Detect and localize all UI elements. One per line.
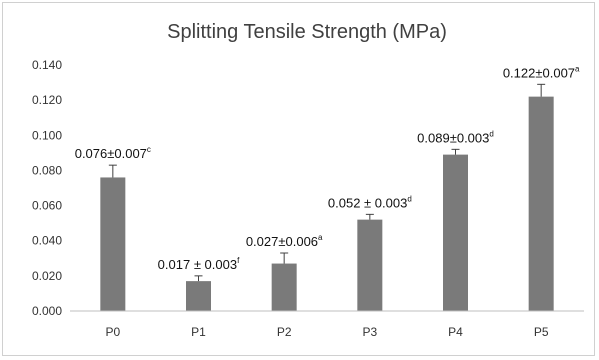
data-label-p2: 0.027±0.006a [246, 233, 323, 249]
x-tick-label-p2: P2 [277, 325, 292, 339]
error-bar-p3 [365, 213, 374, 220]
y-tick-label: 0.120 [32, 93, 62, 107]
error-bar-p4 [451, 148, 460, 155]
error-bar-p5 [537, 83, 546, 97]
bars [100, 96, 554, 311]
y-tick-label: 0.140 [32, 58, 62, 72]
x-axis: P0 P1 P2 P3 P4 P5 [70, 310, 584, 339]
y-tick-label: 0.060 [32, 199, 62, 213]
data-labels: 0.076±0.007c 0.017 ± 0.003f 0.027±0.006a 0.… [75, 64, 580, 272]
y-tick-label: 0.080 [32, 163, 62, 177]
bar-p3 [357, 219, 383, 311]
x-tick-label-p3: P3 [362, 325, 377, 339]
y-tick-label: 0.100 [32, 128, 62, 142]
y-tick-label: 0.040 [32, 234, 62, 248]
y-axis: 0.000 0.020 0.040 0.060 0.080 0.100 0.120 0.140 [32, 58, 62, 318]
chart-title: Splitting Tensile Strength (MPa) [167, 21, 447, 43]
x-tick-label-p0: P0 [105, 325, 120, 339]
error-bar-p1 [194, 275, 203, 282]
bar-p2 [271, 263, 297, 311]
y-tick-label: 0.020 [32, 269, 62, 283]
bar-p1 [186, 281, 211, 311]
error-bar-p0 [108, 164, 117, 178]
data-label-p5: 0.122±0.007a [503, 64, 580, 80]
bar-p5 [528, 96, 554, 311]
data-label-p1: 0.017 ± 0.003f [158, 256, 240, 272]
error-bars [108, 83, 546, 282]
x-tick-label-p4: P4 [448, 325, 463, 339]
data-label-p0: 0.076±0.007c [75, 145, 151, 161]
error-bar-p2 [280, 252, 289, 264]
bar-p4 [443, 154, 468, 311]
bar-p0 [100, 177, 126, 311]
data-label-p3: 0.052 ± 0.003d [328, 194, 412, 210]
y-tick-label: 0.000 [32, 304, 62, 318]
x-tick-label-p1: P1 [191, 325, 206, 339]
data-label-p4: 0.089±0.003d [417, 129, 494, 145]
x-tick-label-p5: P5 [534, 325, 549, 339]
